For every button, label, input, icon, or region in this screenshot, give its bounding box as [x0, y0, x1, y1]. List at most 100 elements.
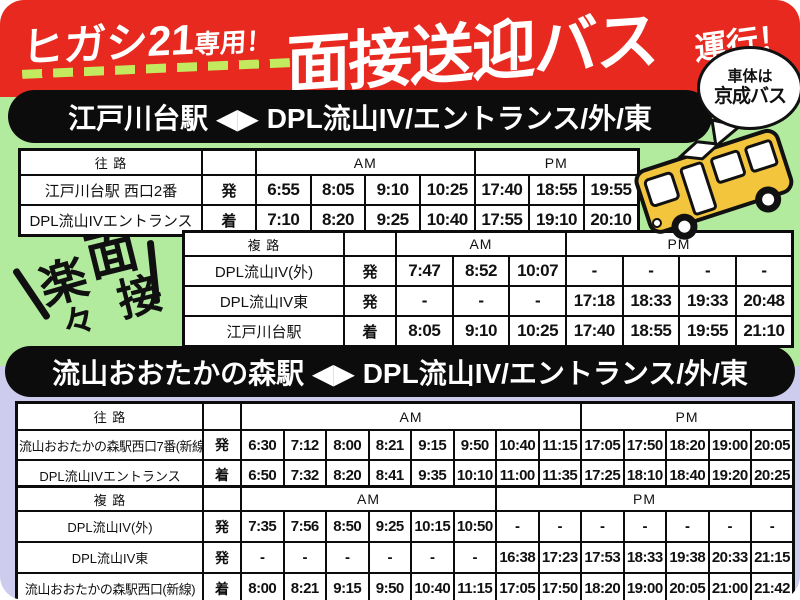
time-cell: 7:56 [282, 510, 327, 543]
time-cell: 6:55 [255, 174, 312, 206]
time-cell: 21:15 [750, 541, 795, 574]
am-header-cell: AM [240, 485, 497, 512]
time-cell: 17:50 [537, 572, 582, 600]
time-cell: 10:25 [418, 174, 476, 206]
stop-name-cell: 江戸川台駅 [182, 315, 345, 348]
depart-arrive-mark-cell: 発 [201, 174, 257, 206]
section2-title: 流山おおたかの森駅 ◀▶ DPL流山IV/エントランス/外/東 [52, 357, 748, 389]
direction-header-cell: 往 路 [15, 401, 204, 431]
pm-header-cell: PM [473, 148, 640, 176]
time-cell: 19:55 [582, 174, 640, 206]
kicker-small-text: 専用！ [193, 25, 273, 60]
time-cell: - [621, 255, 681, 287]
mark-header-cell [202, 401, 242, 431]
time-cell: 8:00 [240, 572, 285, 600]
time-cell: 11:15 [537, 429, 582, 461]
time-cell: 20:48 [734, 285, 794, 317]
time-cell: - [537, 510, 582, 543]
time-cell: 9:50 [367, 572, 412, 600]
stop-name-cell: 江戸川台駅 西口2番 [18, 174, 203, 206]
time-cell: 20:05 [750, 429, 795, 461]
time-cell: 7:47 [395, 255, 454, 287]
time-cell: - [734, 255, 794, 287]
time-cell: 18:55 [621, 315, 681, 348]
time-cell: 10:25 [508, 315, 567, 348]
time-cell: - [750, 510, 795, 543]
time-cell: 18:20 [665, 429, 710, 461]
depart-arrive-mark-cell: 発 [343, 285, 397, 317]
mark-header-cell [202, 485, 242, 512]
time-cell: - [665, 510, 710, 543]
time-cell: - [451, 285, 511, 317]
time-cell: - [367, 541, 412, 574]
stop-name-cell: DPL流山IV(外) [182, 255, 345, 287]
time-cell: 20:33 [707, 541, 752, 574]
time-cell: 6:30 [240, 429, 285, 461]
stop-name-cell: DPL流山IVエントランス [18, 204, 203, 237]
time-cell: 19:00 [707, 429, 752, 461]
time-cell: 18:20 [580, 572, 625, 600]
time-cell: 10:50 [452, 510, 497, 543]
direction-header-cell: 往 路 [18, 148, 203, 176]
timetable-edogawadai-outbound: 往 路 AM PM 江戸川台駅 西口2番発 6:55 8:05 9:10 10:25 17:40… [18, 148, 640, 237]
time-cell: - [282, 541, 327, 574]
section2-title-bar: 流山おおたかの森駅 ◀▶ DPL流山IV/エントランス/外/東 [5, 346, 795, 397]
depart-arrive-mark-cell: 発 [202, 510, 242, 543]
time-cell: 10:15 [410, 510, 455, 543]
time-cell: 17:23 [537, 541, 582, 574]
time-cell: 9:10 [364, 174, 421, 206]
time-cell: 9:25 [367, 510, 412, 543]
stop-name-cell: DPL流山IV(外) [15, 510, 204, 543]
depart-arrive-mark-cell: 発 [202, 541, 242, 574]
am-header-cell: AM [240, 401, 582, 431]
bus-illustration-icon [634, 128, 794, 240]
time-cell: 10:40 [495, 429, 540, 461]
direction-header-cell: 複 路 [182, 230, 345, 257]
time-cell: - [580, 510, 625, 543]
time-cell: 17:18 [564, 285, 624, 317]
time-cell: 9:50 [452, 429, 497, 461]
time-cell: 16:38 [495, 541, 540, 574]
section1-title-bar: 江戸川台駅 ◀▶ DPL流山IV/エントランス/外/東 [8, 90, 712, 143]
time-cell: - [508, 285, 567, 317]
time-cell: 8:21 [282, 572, 327, 600]
time-cell: 17:05 [495, 572, 540, 600]
header-red-band [0, 0, 800, 97]
time-cell: 8:00 [325, 429, 370, 461]
time-cell: 11:15 [452, 572, 497, 600]
time-cell: 7:35 [240, 510, 285, 543]
mark-header-cell [201, 148, 257, 176]
time-cell: 17:53 [580, 541, 625, 574]
time-cell: 17:50 [622, 429, 667, 461]
time-cell: 21:00 [707, 572, 752, 600]
time-cell: 19:55 [678, 315, 737, 348]
time-cell: - [325, 541, 370, 574]
time-cell: 7:12 [282, 429, 327, 461]
depart-arrive-mark-cell: 発 [343, 255, 397, 287]
time-cell: 20:05 [665, 572, 710, 600]
bubble-line2: 京成バス [713, 85, 787, 107]
bubble-line1: 車体は [727, 67, 773, 85]
depart-arrive-mark-cell: 着 [343, 315, 397, 348]
time-cell: - [678, 255, 737, 287]
time-cell: - [495, 510, 540, 543]
stop-name-cell: 流山おおたかの森駅西口(新線) [15, 572, 204, 600]
time-cell: 21:10 [734, 315, 794, 348]
time-cell: 8:52 [451, 255, 511, 287]
stop-name-cell: DPL流山IV東 [182, 285, 345, 317]
pm-header-cell: PM [495, 485, 795, 512]
time-cell: 18:33 [621, 285, 681, 317]
stop-name-cell: 流山おおたかの森駅西口7番(新線) [15, 429, 204, 461]
timetable-otakanomori-return: 複 路 AM PM DPL流山IV(外) 発 7:35 7:56 8:50 9:25 10:15 1… [15, 485, 795, 600]
time-cell: - [410, 541, 455, 574]
stop-name-cell: DPL流山IV東 [15, 541, 204, 574]
speech-bubble: 車体は 京成バス [697, 46, 800, 130]
time-cell: 8:05 [395, 315, 454, 348]
depart-arrive-mark-cell: 発 [202, 429, 242, 461]
time-cell: 10:40 [410, 572, 455, 600]
time-cell: 21:42 [750, 572, 795, 600]
time-cell: 8:05 [309, 174, 367, 206]
time-cell: - [240, 541, 285, 574]
time-cell: - [452, 541, 497, 574]
